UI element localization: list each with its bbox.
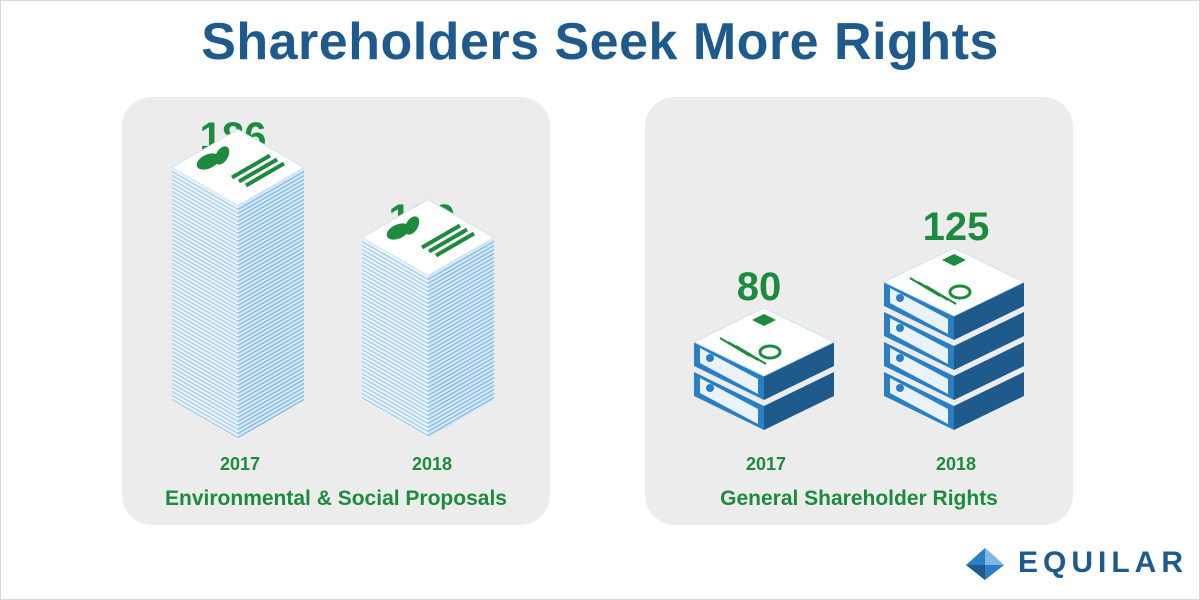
bar-gr-2018 <box>882 247 1026 430</box>
ribbon-icon <box>752 314 776 326</box>
seal-icon <box>758 344 782 360</box>
tick-label-es-2018: 2018 <box>411 454 453 474</box>
data-label-gr-2017: 80 <box>736 265 782 309</box>
tick-label-gr-2018: 2018 <box>935 454 977 474</box>
leaf-icon <box>386 216 420 240</box>
bar-es-2017 <box>170 128 306 438</box>
tick-label-gr-2017: 2017 <box>745 454 787 474</box>
ribbon-icon <box>942 254 966 266</box>
seal-icon <box>948 284 972 300</box>
leaf-icon <box>196 146 230 170</box>
chart-title-shareholder-rights: General Shareholder Rights <box>720 487 998 510</box>
equilar-logo-icon <box>966 548 1004 580</box>
brand-name: EQUILAR <box>1018 546 1188 579</box>
tick-label-es-2017: 2017 <box>219 454 261 474</box>
page-title: Shareholders Seek More Rights <box>201 13 999 71</box>
bar-gr-2017 <box>692 307 836 430</box>
data-label-gr-2018: 125 <box>922 205 990 249</box>
bar-es-2018 <box>360 198 496 438</box>
chart-title-environmental: Environmental & Social Proposals <box>165 487 507 510</box>
